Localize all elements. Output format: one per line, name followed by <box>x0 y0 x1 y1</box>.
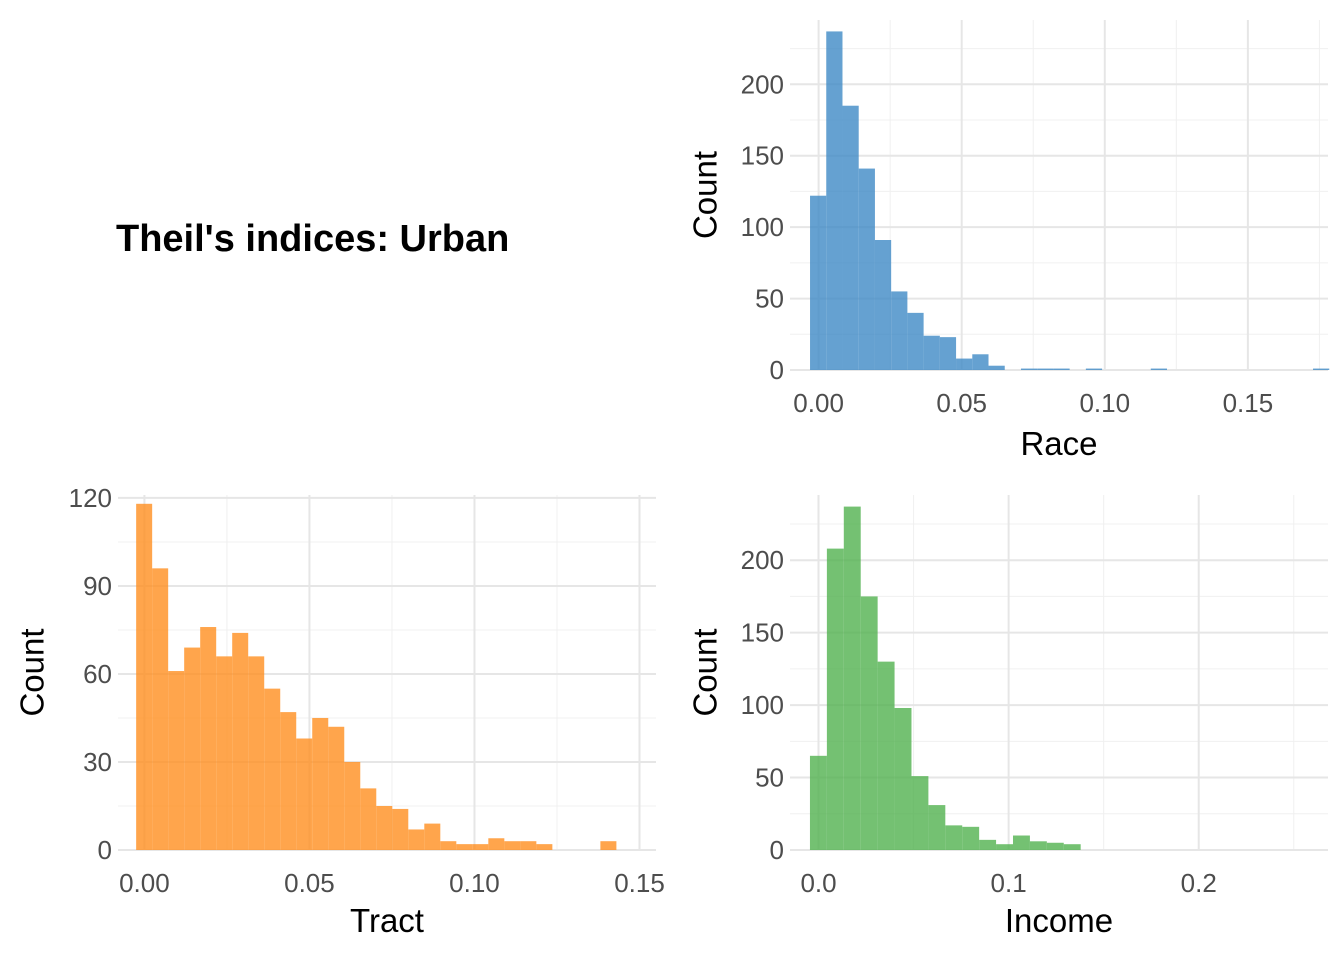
income-bar <box>1063 844 1081 850</box>
race-x-tick-label: 0.05 <box>936 388 987 418</box>
race-y-tick-label: 0 <box>770 355 784 385</box>
race-bar <box>874 240 892 370</box>
race-bar <box>923 335 940 370</box>
tract-bar <box>408 829 425 850</box>
tract-bar <box>440 841 457 850</box>
tract-x-tick-label: 0.00 <box>119 868 170 898</box>
income-bar <box>809 755 827 850</box>
tract-bar <box>488 838 505 850</box>
race-x-tick-label: 0.15 <box>1223 388 1274 418</box>
tract-bar <box>600 841 617 850</box>
race-bar <box>956 358 973 370</box>
tract-bar <box>200 627 217 850</box>
income-bar <box>979 839 997 850</box>
tract-x-tick-label: 0.05 <box>284 868 335 898</box>
tract-bar <box>248 656 265 850</box>
race-x-tick-label: 0.00 <box>793 388 844 418</box>
income-y-axis-title: Count <box>687 628 724 716</box>
tract-x-axis-title: Tract <box>350 902 424 939</box>
race-y-tick-label: 100 <box>741 212 784 242</box>
tract-bar <box>424 823 441 850</box>
income-bar <box>928 805 946 850</box>
tract-bar <box>184 647 201 850</box>
race-bar <box>1150 368 1168 370</box>
tract-bar <box>456 844 473 850</box>
tract-y-tick-label: 90 <box>83 571 112 601</box>
income-y-tick-label: 200 <box>741 545 784 575</box>
page-title: Theil's indices: Urban <box>116 218 510 260</box>
income-y-tick-label: 50 <box>755 763 784 793</box>
tract-x-tick-label: 0.10 <box>449 868 500 898</box>
income-x-tick-label: 0.2 <box>1181 868 1217 898</box>
race-bar <box>826 31 843 371</box>
tract-bar <box>152 568 169 850</box>
tract-bar <box>520 841 537 850</box>
race-bar <box>1037 368 1054 370</box>
race-y-tick-label: 50 <box>755 284 784 314</box>
income-bar <box>826 548 844 850</box>
income-x-tick-label: 0.0 <box>800 868 836 898</box>
race-bar <box>810 195 827 370</box>
tract-y-axis-title: Count <box>14 628 51 716</box>
race-bar <box>1085 368 1103 370</box>
race-y-tick-label: 150 <box>741 141 784 171</box>
income-histogram-panel: 0.0 0.1 0.2 0 50 100 150 200 Income Count <box>687 495 1328 939</box>
tract-bar <box>392 808 409 850</box>
tract-bar <box>296 738 313 850</box>
tract-bar <box>328 726 345 850</box>
tract-bar <box>280 712 297 850</box>
race-bar <box>1313 368 1330 370</box>
race-x-tick-label: 0.10 <box>1079 388 1130 418</box>
race-bar <box>1053 368 1070 370</box>
race-bar <box>842 105 859 370</box>
race-bar <box>907 312 924 370</box>
tract-bar <box>360 788 377 850</box>
race-bar <box>988 365 1005 370</box>
tract-bar <box>216 656 233 850</box>
income-bar <box>945 825 963 850</box>
tract-bar <box>168 671 185 850</box>
income-y-tick-label: 100 <box>741 690 784 720</box>
tract-y-tick-label: 60 <box>83 659 112 689</box>
tract-bar <box>344 761 361 850</box>
income-x-axis-title: Income <box>1005 902 1113 939</box>
income-bar <box>1012 835 1030 850</box>
race-bar <box>972 354 989 370</box>
income-bar <box>843 506 861 850</box>
tract-bar <box>264 688 281 850</box>
tract-y-tick-label: 120 <box>69 483 112 513</box>
income-y-tick-label: 0 <box>770 835 784 865</box>
race-y-tick-label: 200 <box>741 69 784 99</box>
income-x-tick-label: 0.1 <box>991 868 1027 898</box>
tract-bar <box>504 841 521 850</box>
race-bar <box>891 291 908 370</box>
income-bar <box>1029 841 1047 850</box>
tract-y-tick-label: 0 <box>98 835 112 865</box>
race-bar <box>858 168 875 370</box>
race-histogram-panel: 0.00 0.05 0.10 0.15 0 50 100 150 200 Race Count <box>687 20 1330 462</box>
race-bar <box>939 337 957 370</box>
race-bar <box>1020 368 1038 370</box>
income-bar <box>877 661 895 850</box>
tract-bar <box>136 503 153 850</box>
tract-bar <box>232 632 249 850</box>
tract-bar <box>536 844 553 850</box>
tract-histogram-panel: 0.00 0.05 0.10 0.15 0 30 60 90 120 Tract Count <box>14 483 665 939</box>
income-bar <box>860 596 878 850</box>
income-bar <box>1046 842 1064 850</box>
income-bar <box>911 776 929 850</box>
tract-x-tick-label: 0.15 <box>614 868 665 898</box>
tract-bar <box>312 717 329 850</box>
tract-bar <box>376 805 393 850</box>
income-bar <box>962 826 980 850</box>
race-x-axis-title: Race <box>1020 425 1097 462</box>
race-y-axis-title: Count <box>687 151 724 239</box>
income-y-tick-label: 150 <box>741 618 784 648</box>
income-bar <box>894 708 912 850</box>
tract-bar <box>472 844 489 850</box>
income-bar <box>996 844 1013 850</box>
tract-y-tick-label: 30 <box>83 747 112 777</box>
